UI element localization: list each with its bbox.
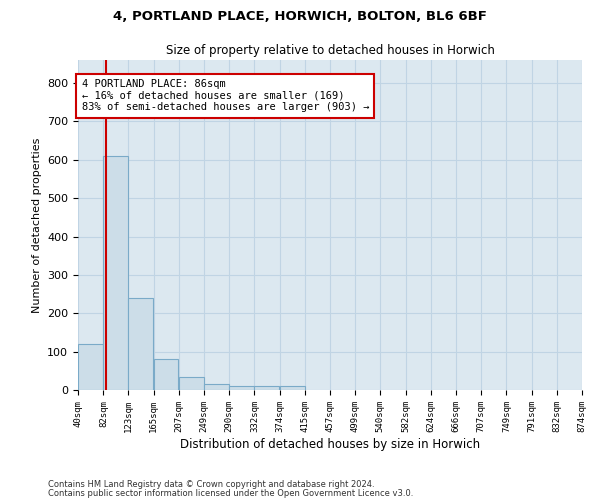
Bar [128, 298, 153, 390]
Text: Contains public sector information licensed under the Open Government Licence v3: Contains public sector information licen… [48, 488, 413, 498]
Text: 4, PORTLAND PLACE, HORWICH, BOLTON, BL6 6BF: 4, PORTLAND PLACE, HORWICH, BOLTON, BL6 … [113, 10, 487, 23]
Title: Size of property relative to detached houses in Horwich: Size of property relative to detached ho… [166, 44, 494, 58]
Bar [280, 386, 305, 390]
Y-axis label: Number of detached properties: Number of detached properties [32, 138, 41, 312]
Bar [103, 156, 128, 390]
Bar [78, 344, 103, 390]
Bar [179, 376, 203, 390]
Text: 4 PORTLAND PLACE: 86sqm
← 16% of detached houses are smaller (169)
83% of semi-d: 4 PORTLAND PLACE: 86sqm ← 16% of detache… [82, 79, 369, 112]
Bar [229, 386, 254, 390]
Bar [254, 386, 279, 390]
Bar [154, 360, 178, 390]
Text: Contains HM Land Registry data © Crown copyright and database right 2024.: Contains HM Land Registry data © Crown c… [48, 480, 374, 489]
Bar [205, 384, 229, 390]
X-axis label: Distribution of detached houses by size in Horwich: Distribution of detached houses by size … [180, 438, 480, 450]
